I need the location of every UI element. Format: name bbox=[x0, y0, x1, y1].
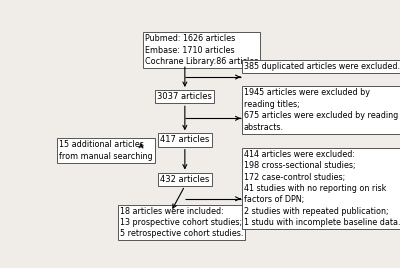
Text: Pubmed: 1626 articles
Embase: 1710 articles
Cochrane Library:86 articles: Pubmed: 1626 articles Embase: 1710 artic… bbox=[144, 34, 258, 66]
Text: 3037 articles: 3037 articles bbox=[158, 92, 212, 101]
Text: 385 duplicated articles were excluded.: 385 duplicated articles were excluded. bbox=[244, 62, 400, 71]
Text: 1945 articles were excluded by
reading titles;
675 articles were excluded by rea: 1945 articles were excluded by reading t… bbox=[244, 88, 398, 132]
Text: 432 articles: 432 articles bbox=[160, 175, 210, 184]
Text: 414 articles were excluded:
198 cross-sectional studies;
172 case-control studie: 414 articles were excluded: 198 cross-se… bbox=[244, 150, 400, 227]
Text: 15 additional articles
from manual searching: 15 additional articles from manual searc… bbox=[59, 140, 153, 161]
Text: 417 articles: 417 articles bbox=[160, 136, 210, 144]
Text: 18 articles were included:
13 prospective cohort studies;
5 retrospective cohort: 18 articles were included: 13 prospectiv… bbox=[120, 207, 243, 239]
